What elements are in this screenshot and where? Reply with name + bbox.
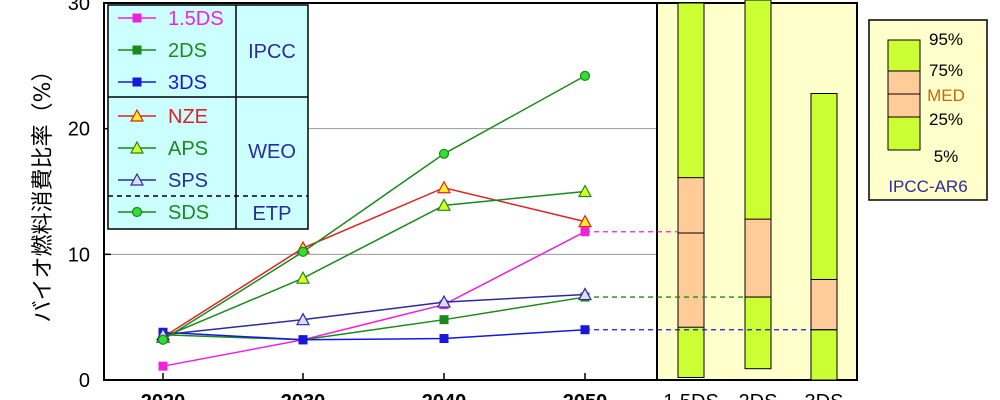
range-bar-inner — [744, 218, 772, 298]
legend-label: 3DS — [168, 72, 207, 94]
range-category-labels: 1.5DS 2DS 3DS — [663, 391, 843, 400]
series-point — [157, 334, 169, 345]
series-point — [579, 70, 591, 81]
series-sds — [157, 70, 591, 345]
series-point — [439, 334, 449, 344]
series-line — [162, 328, 586, 341]
legend-item: 2DS — [118, 40, 207, 62]
key-label-5: 5% — [934, 147, 959, 166]
series-point — [295, 312, 311, 326]
key-label-75: 75% — [929, 61, 963, 80]
series-point — [295, 270, 311, 284]
series-point — [580, 325, 590, 335]
y-axis-ticks: 0 10 20 30 — [68, 0, 111, 392]
series-point — [132, 77, 142, 87]
legend-label: NZE — [168, 106, 208, 128]
legend-label: 2DS — [168, 40, 207, 62]
legend-item: 3DS — [118, 72, 207, 94]
series-line — [162, 293, 586, 336]
legend-item: 1.5DS — [118, 8, 224, 30]
series-line — [162, 186, 586, 338]
series-point — [577, 184, 593, 198]
series-point — [436, 294, 452, 308]
series-point — [577, 214, 593, 228]
key-label-25: 25% — [929, 110, 963, 129]
series-line — [162, 231, 586, 367]
legend-label: APS — [168, 138, 208, 160]
key-label-95: 95% — [929, 30, 963, 49]
series-point — [132, 45, 142, 55]
range-connectors — [585, 231, 811, 331]
range-category-label: 2DS — [739, 391, 778, 400]
range-bar-inner — [810, 278, 838, 331]
legend: 1.5DS 2DS 3DS NZE APS SPS SDS IPCC WEO ETP — [107, 4, 309, 230]
series-point — [439, 315, 449, 325]
series-point — [129, 108, 145, 122]
legend-label: SPS — [168, 170, 208, 192]
series-sps — [155, 287, 593, 341]
y-tick-label: 10 — [68, 244, 90, 266]
legend-label: SDS — [168, 202, 209, 224]
legend-item: NZE — [118, 106, 208, 128]
plot-frame — [103, 2, 658, 381]
series-2ds — [158, 292, 590, 345]
series-point — [129, 140, 145, 154]
series-point — [577, 287, 593, 301]
legend-group-ipcc: IPCC — [248, 41, 296, 63]
series-point — [297, 246, 309, 257]
series-point — [158, 361, 168, 371]
series-point — [436, 180, 452, 194]
series-point — [298, 335, 308, 345]
series-point — [438, 148, 450, 159]
legend-item: SPS — [118, 170, 208, 192]
range-category-label: 1.5DS — [663, 391, 719, 400]
x-tick-label: 2050 — [563, 391, 608, 400]
series-point — [129, 172, 145, 186]
percentile-key: 95% 75% MED 25% 5% IPCC-AR6 — [868, 19, 988, 201]
range-bar-outer — [744, 0, 772, 370]
y-tick-label: 30 — [68, 0, 90, 15]
x-tick-label: 2020 — [141, 391, 186, 400]
legend-label: 1.5DS — [168, 8, 224, 30]
series-point — [580, 227, 590, 237]
percentile-key-bar — [887, 39, 921, 151]
series-line — [162, 296, 586, 341]
series-point — [131, 206, 143, 218]
y-axis-label: バイオ燃料消費比率（%） — [31, 60, 56, 323]
series-line — [162, 75, 586, 341]
x-tick-label: 2040 — [422, 391, 467, 400]
range-bar-inner — [677, 177, 705, 328]
range-category-label: 3DS — [805, 391, 844, 400]
ipcc-range-bars — [677, 0, 838, 381]
legend-group-weo: WEO — [248, 141, 296, 163]
series-point — [132, 13, 142, 23]
range-bar-outer — [810, 92, 838, 381]
legend-item: SDS — [118, 202, 209, 224]
legend-items: 1.5DS 2DS 3DS NZE APS SPS SDS — [118, 8, 224, 224]
key-source-label: IPCC-AR6 — [888, 177, 967, 196]
series-point — [436, 198, 452, 211]
y-tick-label: 20 — [68, 119, 90, 141]
legend-item: APS — [118, 138, 208, 160]
y-tick-label: 0 — [79, 370, 90, 392]
key-label-med: MED — [927, 86, 965, 105]
series-line — [162, 190, 586, 338]
series-lines — [155, 70, 593, 371]
legend-group-etp: ETP — [253, 203, 292, 225]
